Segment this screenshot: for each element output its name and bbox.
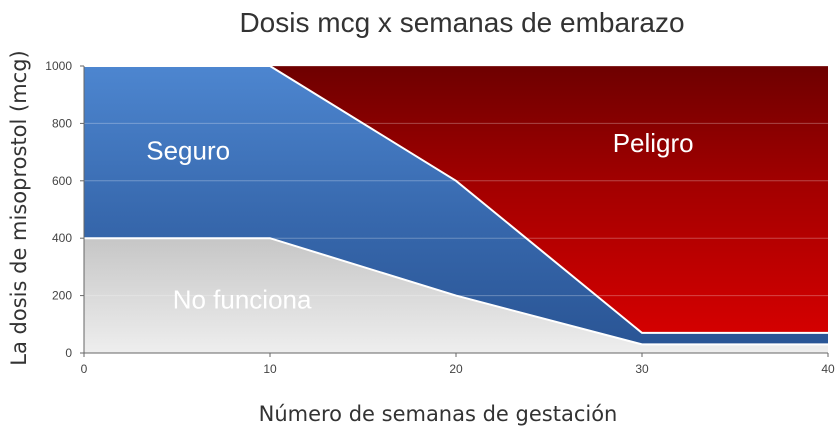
region-seguro xyxy=(84,66,828,345)
x-tick-label: 30 xyxy=(635,362,649,376)
y-tick-label: 1000 xyxy=(45,59,72,73)
y-tick-label: 600 xyxy=(52,174,72,188)
x-tick-label: 20 xyxy=(449,362,463,376)
region-label-no-funciona: No funciona xyxy=(173,285,312,315)
boundary-seguro-peligro xyxy=(84,65,828,334)
x-tick-label: 40 xyxy=(821,362,835,376)
region-label-seguro: Seguro xyxy=(146,135,230,165)
y-tick-label: 200 xyxy=(52,289,72,303)
chart-title: Dosis mcg x semanas de embarazo xyxy=(239,7,684,38)
y-axis-label: La dosis de misoprostol (mcg) xyxy=(7,50,31,365)
x-axis-label: Número de semanas de gestación xyxy=(259,402,618,426)
y-tick-label: 400 xyxy=(52,231,72,245)
y-tick-label: 800 xyxy=(52,116,72,130)
region-peligro xyxy=(84,66,828,333)
x-tick-label: 10 xyxy=(263,362,277,376)
x-tick-label: 0 xyxy=(81,362,88,376)
region-label-peligro: Peligro xyxy=(613,128,694,158)
boundary-nofunciona-seguro xyxy=(84,237,828,346)
y-tick-label: 0 xyxy=(65,346,72,360)
